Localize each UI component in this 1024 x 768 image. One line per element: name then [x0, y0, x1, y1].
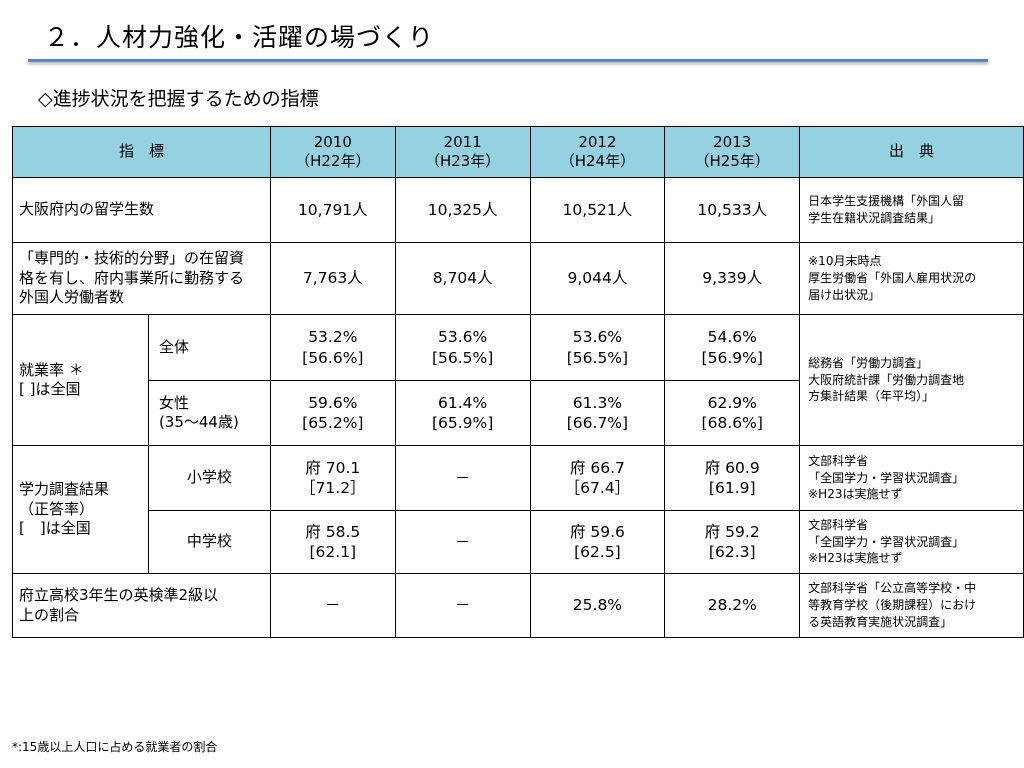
table-row: 学力調査結果 （正答率）[ ]は全国 小学校 府 70.1 ［71.2］ － 府 6… — [12, 445, 1024, 574]
value-cell: 7,763人 — [269, 242, 396, 315]
table-row: 「専門的・技術的分野」の在留資 格を有し、府内事業所に勤務する 外国人労働者数 7,… — [12, 242, 1024, 315]
value-cell: 61.4% [65.9%] — [394, 380, 531, 446]
source-cell: 文部科学省 「全国学力・学習状況調査」 ※H23は実施せず — [799, 445, 1024, 511]
value-cell: 9,339人 — [664, 242, 801, 315]
row-label: 府立高校3年生の英検準2級以 上の割合 — [12, 573, 271, 638]
footnote: *:15歳以上人口に占める就業者の割合 — [12, 740, 218, 754]
table-row: 就業率 ＊[ ]は全国 全体 53.2% [56.6%] 53.6% [56.5%]… — [12, 314, 1024, 446]
sub-row-label: 小学校 — [147, 445, 271, 511]
sub-row-label: 中学校 — [147, 510, 271, 574]
value-cell: 53.6% [56.5%] — [394, 314, 531, 381]
header-year-2011: 2011 （H23年） — [394, 126, 531, 178]
table-row: 大阪府内の留学生数 10,791人 10,325人 10,521人 10,533… — [12, 177, 1024, 243]
row-label: 「専門的・技術的分野」の在留資 格を有し、府内事業所に勤務する 外国人労働者数 — [12, 242, 271, 315]
page-title: ２．人材力強化・活躍の場づくり — [44, 23, 435, 52]
value-cell: 10,325人 — [394, 177, 531, 243]
header-year-2010: 2010 （H22年） — [269, 126, 396, 178]
row-label: 学力調査結果 （正答率）[ ]は全国 — [12, 445, 149, 574]
value-cell: 府 60.9 [61.9] — [664, 445, 801, 511]
section-subtitle: ◇進捗状況を把握するための指標 — [38, 88, 319, 110]
value-cell: 54.6% [56.9%] — [664, 314, 801, 381]
value-cell: － — [394, 510, 531, 574]
value-cell: 28.2% — [664, 573, 801, 638]
header-year-2012: 2012 （H24年） — [529, 126, 666, 178]
value-cell: － — [269, 573, 396, 638]
value-cell: 府 58.5 [62.1] — [269, 510, 396, 574]
value-cell: 59.6% [65.2%] — [269, 380, 396, 446]
value-cell: 10,521人 — [529, 177, 666, 243]
source-cell: ※10月末時点 厚生労働省「外国人雇用状況の 届け出状況」 — [799, 242, 1024, 315]
value-cell: － — [394, 445, 531, 511]
value-cell: 25.8% — [529, 573, 666, 638]
value-cell: 府 70.1 ［71.2］ — [269, 445, 396, 511]
row-label: 就業率 ＊[ ]は全国 — [12, 314, 149, 446]
header-indicator: 指 標 — [12, 126, 271, 178]
value-cell: 62.9% [68.6%] — [664, 380, 801, 446]
header-year-2013: 2013 （H25年） — [664, 126, 801, 178]
value-cell: 10,791人 — [269, 177, 396, 243]
title-divider — [28, 59, 988, 62]
source-cell: 文部科学省「公立高等学校・中 等教育学校（後期課程）におけ る英語教育実施状況調査」 — [799, 573, 1024, 638]
source-cell: 日本学生支援機構「外国人留 学生在籍状況調査結果」 — [799, 177, 1024, 243]
header-source: 出 典 — [799, 126, 1024, 178]
value-cell: 8,704人 — [394, 242, 531, 315]
value-cell: 9,044人 — [529, 242, 666, 315]
indicator-table: 指 標 2010 （H22年） 2011 （H23年） 2012 （H24年） 201… — [12, 126, 1024, 638]
table-row: 中学校 府 58.5 [62.1] － 府 59.6 [62.5] 府 59.2 [6… — [13, 510, 1024, 574]
table-row: 府立高校3年生の英検準2級以 上の割合 － － 25.8% 28.2% 文部科学省… — [12, 573, 1024, 638]
value-cell: 53.2% [56.6%] — [269, 314, 396, 381]
value-cell: 53.6% [56.5%] — [529, 314, 666, 381]
source-cell: 文部科学省 「全国学力・学習状況調査」 ※H23は実施せず — [799, 510, 1024, 574]
sub-row-label: 女性 (35〜44歳) — [147, 380, 271, 446]
value-cell: 府 66.7 ［67.4］ — [529, 445, 666, 511]
table-row: 女性 (35〜44歳) 59.6% [65.2%] 61.4% [65.9%] 61.… — [13, 380, 1024, 446]
value-cell: 61.3% [66.7%] — [529, 380, 666, 446]
header-row: 指 標 2010 （H22年） 2011 （H23年） 2012 （H24年） 201… — [12, 126, 1024, 178]
row-label: 大阪府内の留学生数 — [12, 177, 271, 243]
sub-row-label: 全体 — [147, 314, 271, 381]
value-cell: － — [394, 573, 531, 638]
value-cell: 10,533人 — [664, 177, 801, 243]
value-cell: 府 59.2 [62.3] — [664, 510, 801, 574]
value-cell: 府 59.6 [62.5] — [529, 510, 666, 574]
source-cell: 総務省「労働力調査」 大阪府統計課「労働力調査地 方集計結果（年平均）」 — [799, 314, 1024, 446]
